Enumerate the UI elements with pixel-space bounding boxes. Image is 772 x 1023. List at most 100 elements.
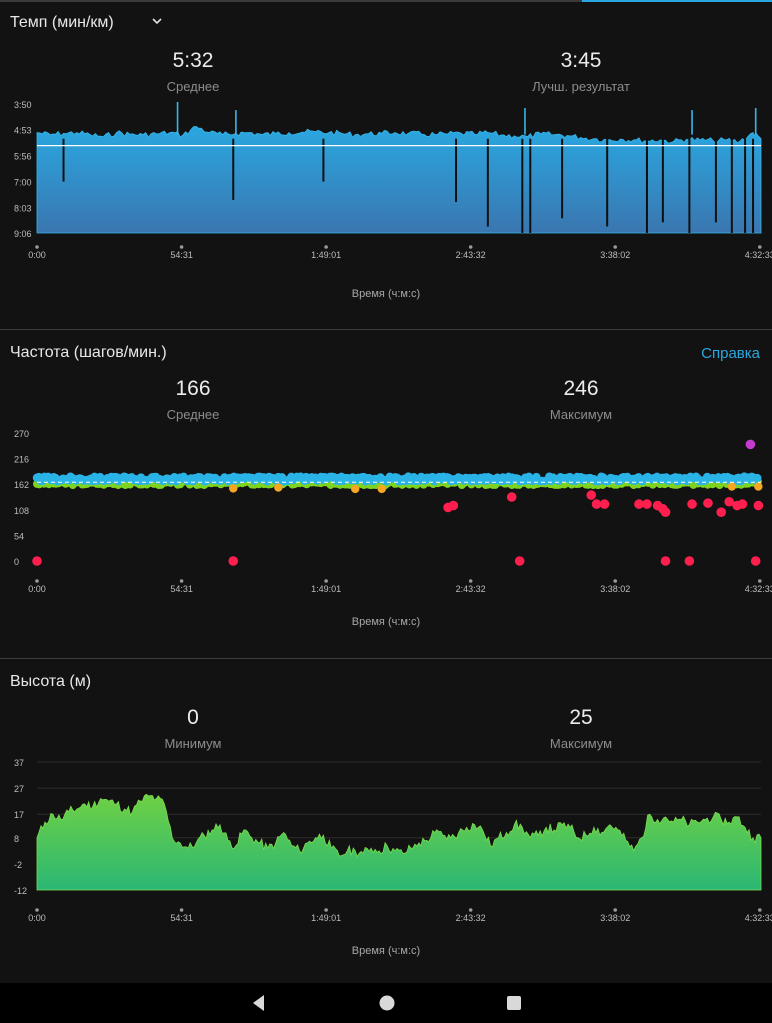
x-tick-dot (180, 245, 184, 249)
y-tick-label: 17 (14, 810, 24, 820)
cadence-outlier (600, 499, 610, 509)
x-tick-label: 54:31 (170, 584, 193, 594)
x-tick-dot (758, 579, 762, 583)
y-tick-label: 8:03 (14, 203, 32, 213)
cadence-point-orange (378, 485, 386, 493)
cadence-outlier (703, 498, 713, 508)
cadence-average-label: Среднее (83, 407, 303, 422)
cadence-outlier (751, 556, 761, 566)
chevron-down-icon[interactable] (152, 16, 162, 26)
cadence-max-value: 246 (471, 377, 691, 401)
x-tick-dot (469, 908, 473, 912)
pace-chart[interactable]: 3:50 4:53 5:56 7:00 8:03 9:06 0:00 54:31 1:49:01… (0, 95, 772, 275)
x-tick-label: 0:00 (28, 584, 46, 594)
elevation-min-label: Минимум (83, 736, 303, 751)
y-tick-label: -2 (14, 860, 22, 870)
cadence-stat-average: 166 Среднее (83, 377, 303, 422)
x-tick-dot (324, 908, 328, 912)
pace-panel: Темп (мин/км) 5:32 Среднее 3:45 Лучш. ре… (0, 0, 772, 329)
elevation-chart[interactable]: 37 27 17 8 -2 -12 0:00 54:31 1:49:01 2:43:32 3:38:… (0, 754, 772, 924)
pace-stat-best: 3:45 Лучш. результат (471, 49, 691, 94)
cadence-max-label: Максимум (471, 407, 691, 422)
cadence-stat-max: 246 Максимум (471, 377, 691, 422)
back-triangle-icon[interactable] (249, 992, 271, 1014)
x-tick-dot (758, 908, 762, 912)
cadence-outlier (687, 499, 697, 509)
y-tick-label: 7:00 (14, 178, 32, 188)
cadence-point (753, 474, 761, 482)
y-tick-label: 0 (14, 557, 19, 567)
cadence-panel: Частота (шагов/мин.) Справка 166 Среднее… (0, 330, 772, 658)
x-tick-label: 1:49:01 (311, 584, 341, 594)
y-tick-label: 162 (14, 480, 29, 490)
y-tick-label: 37 (14, 758, 24, 768)
elevation-title: Высота (м) (10, 673, 91, 691)
elevation-stat-max: 25 Максимум (471, 706, 691, 751)
pace-title: Темп (мин/км) (10, 14, 114, 32)
cadence-chart[interactable]: 270 216 162 108 54 0 0:00 54:31 1:49:01 2:43:32 3:… (0, 425, 772, 595)
cadence-outlier (738, 499, 748, 509)
x-tick-label: 54:31 (170, 250, 193, 260)
x-tick-dot (35, 579, 39, 583)
y-tick-label: 4:53 (14, 126, 32, 136)
y-tick-label: 5:56 (14, 151, 32, 161)
x-tick-label: 2:43:32 (456, 250, 486, 260)
pace-stat-average: 5:32 Среднее (83, 49, 303, 94)
cadence-point-orange (229, 484, 237, 492)
cadence-point-orange (351, 485, 359, 493)
cadence-x-axis-label: Время (ч:м:с) (0, 616, 772, 628)
x-tick-dot (180, 908, 184, 912)
x-tick-dot (613, 579, 617, 583)
x-tick-dot (613, 908, 617, 912)
y-tick-label: 27 (14, 784, 24, 794)
x-tick-label: 4:32:33 (745, 250, 772, 260)
elevation-area (37, 794, 761, 890)
cadence-outlier (685, 556, 695, 566)
help-link[interactable]: Справка (701, 345, 760, 362)
pace-average-value: 5:32 (83, 49, 303, 73)
x-tick-label: 2:43:32 (456, 913, 486, 923)
cadence-outlier (507, 492, 517, 502)
y-tick-label: 8 (14, 834, 19, 844)
x-tick-dot (469, 579, 473, 583)
elevation-x-axis-label: Время (ч:м:с) (0, 945, 772, 957)
y-tick-label: -12 (14, 886, 27, 896)
cadence-outlier (515, 556, 525, 566)
y-tick-label: 216 (14, 455, 29, 465)
system-navigation-bar (0, 983, 772, 1023)
x-tick-dot (35, 245, 39, 249)
pace-best-label: Лучш. результат (471, 79, 691, 94)
cadence-outlier (228, 556, 238, 566)
elevation-panel: Высота (м) 0 Минимум 25 Максимум 37 27 17 8… (0, 659, 772, 983)
x-tick-dot (758, 245, 762, 249)
x-tick-dot (324, 245, 328, 249)
cadence-outlier (754, 501, 764, 511)
pace-x-axis-label: Время (ч:м:с) (0, 288, 772, 300)
cadence-max-point (746, 440, 756, 450)
pace-average-label: Среднее (83, 79, 303, 94)
x-tick-label: 0:00 (28, 913, 46, 923)
x-tick-label: 1:49:01 (311, 250, 341, 260)
cadence-outlier (661, 556, 671, 566)
cadence-outlier (449, 501, 459, 511)
x-tick-dot (469, 245, 473, 249)
cadence-outlier (586, 490, 596, 500)
x-tick-dot (613, 245, 617, 249)
x-tick-dot (180, 579, 184, 583)
pace-area (37, 126, 761, 233)
cadence-point-orange (754, 482, 762, 490)
elevation-stat-min: 0 Минимум (83, 706, 303, 751)
cadence-title: Частота (шагов/мин.) (10, 344, 167, 362)
x-tick-label: 54:31 (170, 913, 193, 923)
x-tick-label: 0:00 (28, 250, 46, 260)
cadence-point-orange (728, 482, 736, 490)
x-tick-label: 3:38:02 (600, 250, 630, 260)
elevation-min-value: 0 (83, 706, 303, 730)
recents-square-icon[interactable] (503, 992, 525, 1014)
elevation-max-label: Максимум (471, 736, 691, 751)
y-tick-label: 108 (14, 506, 29, 516)
x-tick-dot (35, 908, 39, 912)
home-circle-icon[interactable] (376, 992, 398, 1014)
x-tick-label: 3:38:02 (600, 913, 630, 923)
cadence-outlier (661, 507, 671, 517)
